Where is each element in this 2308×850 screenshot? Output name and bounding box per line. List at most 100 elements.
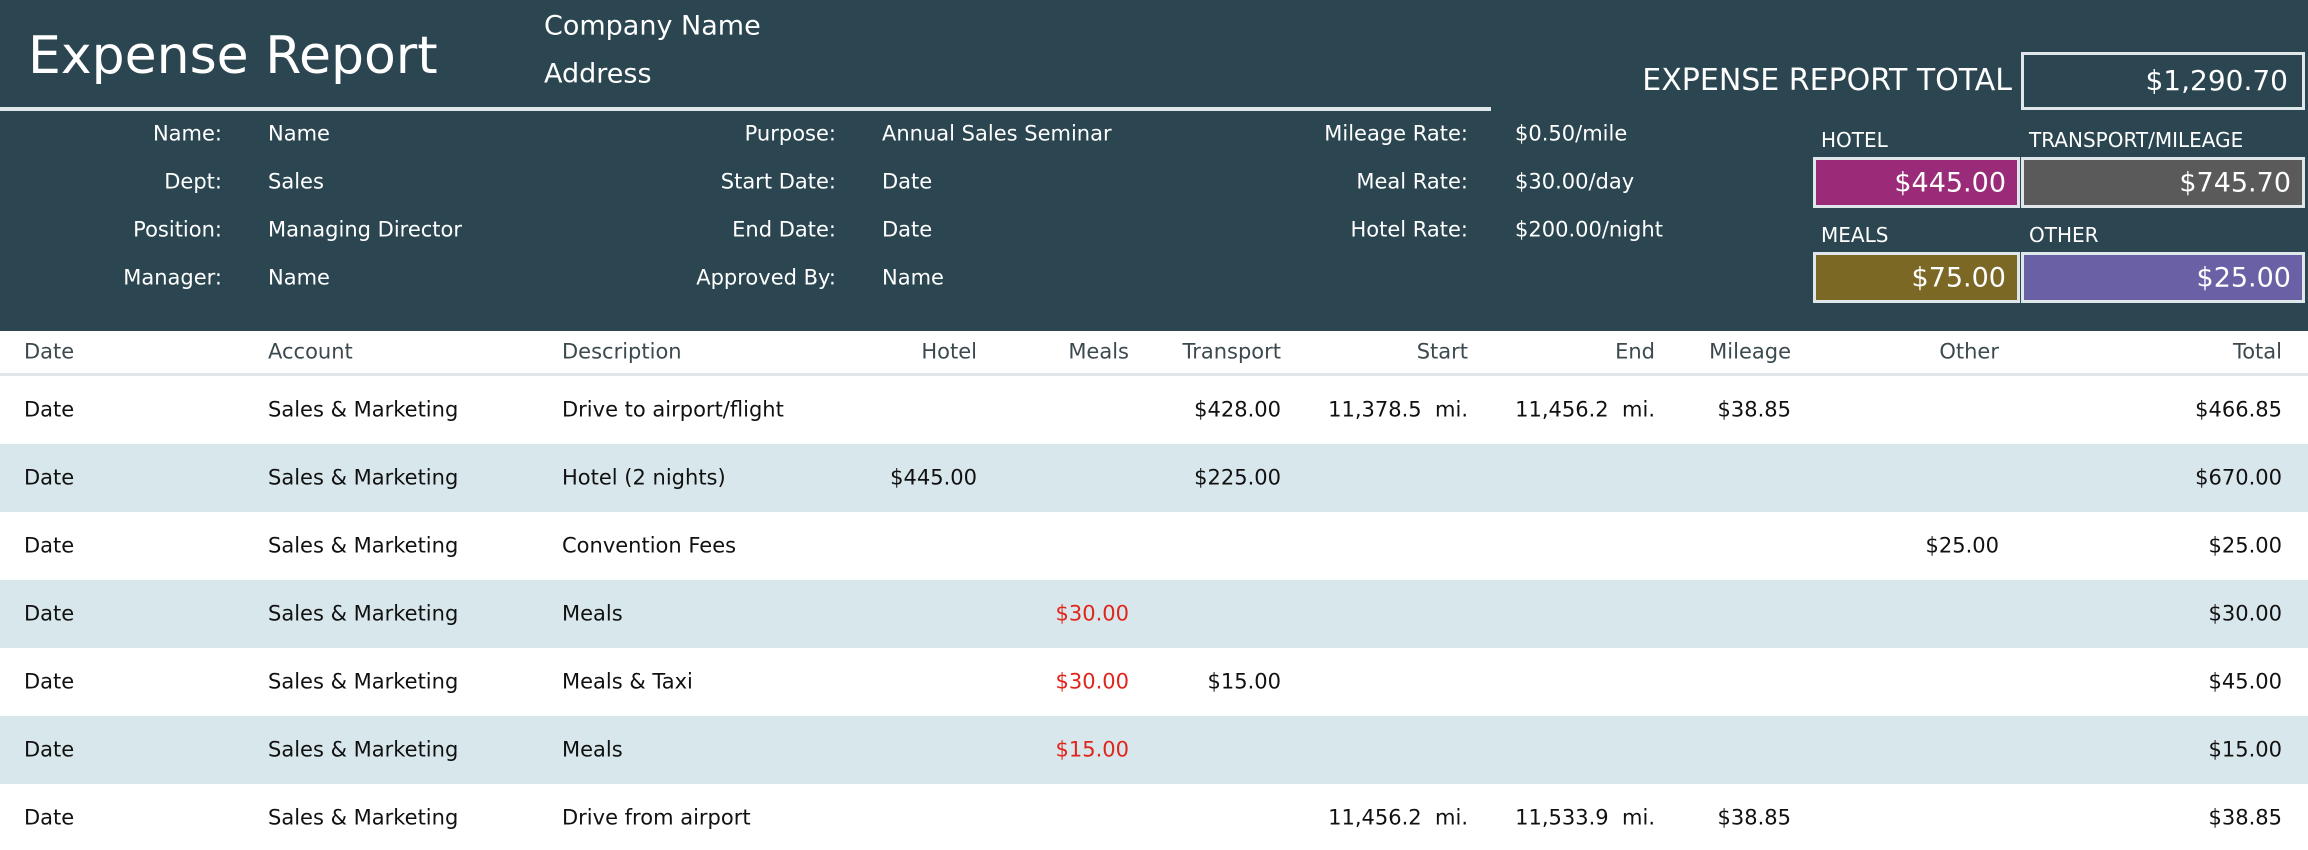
table-cell: Date — [24, 397, 75, 422]
table-cell: 11,456.2 mi. — [1328, 805, 1468, 830]
info-value: Sales — [268, 169, 324, 194]
info-label: Purpose: — [744, 121, 836, 146]
column-header: Date — [24, 339, 75, 364]
table-cell: $25.00 — [2208, 533, 2282, 558]
info-label: Approved By: — [696, 265, 836, 290]
info-value: Annual Sales Seminar — [882, 121, 1112, 146]
table-cell: $30.00 — [1055, 601, 1129, 626]
table-row — [0, 376, 2308, 444]
category-value: $25.00 — [2196, 262, 2291, 294]
column-header: Start — [1416, 339, 1468, 364]
table-cell: $45.00 — [2208, 669, 2282, 694]
table-row — [0, 580, 2308, 648]
table-cell: $30.00 — [2208, 601, 2282, 626]
table-cell: Hotel (2 nights) — [562, 465, 726, 490]
address: Address — [544, 58, 652, 90]
total-box — [2021, 52, 2305, 110]
category-box — [1813, 157, 2020, 208]
table-cell: Meals — [562, 601, 623, 626]
table-cell: Date — [24, 465, 75, 490]
info-label: End Date: — [732, 217, 836, 242]
category-box — [1813, 252, 2020, 303]
category-label: HOTEL — [1821, 128, 1888, 152]
table-row — [0, 716, 2308, 784]
table-cell: $15.00 — [2208, 737, 2282, 762]
info-value: $0.50/mile — [1515, 121, 1628, 146]
info-value: Managing Director — [268, 217, 463, 242]
category-box — [2021, 252, 2305, 303]
category-box — [2021, 157, 2305, 208]
table-cell: Date — [24, 669, 75, 694]
table-cell: Date — [24, 601, 75, 626]
category-label: TRANSPORT/MILEAGE — [2029, 128, 2244, 152]
table-cell: Date — [24, 737, 75, 762]
info-value: $200.00/night — [1515, 217, 1663, 242]
table-cell: Meals & Taxi — [562, 669, 693, 694]
table-row — [0, 512, 2308, 580]
table-cell: $38.85 — [2208, 805, 2282, 830]
table-cell: Sales & Marketing — [268, 805, 459, 830]
info-label: Dept: — [164, 169, 222, 194]
table-cell: $466.85 — [2195, 397, 2282, 422]
title: Expense Report — [28, 26, 438, 86]
table-cell: $30.00 — [1055, 669, 1129, 694]
table-header-rule — [0, 373, 2308, 376]
table-cell: Sales & Marketing — [268, 533, 459, 558]
table-cell: 11,533.9 mi. — [1515, 805, 1655, 830]
column-header: Description — [562, 339, 682, 364]
category-value: $445.00 — [1894, 167, 2006, 199]
info-label: Meal Rate: — [1356, 169, 1468, 194]
table-row — [0, 648, 2308, 716]
column-header: Account — [268, 339, 353, 364]
category-label: MEALS — [1821, 223, 1889, 247]
table-cell: Sales & Marketing — [268, 737, 459, 762]
table-cell: $38.85 — [1717, 805, 1791, 830]
table-cell: $15.00 — [1207, 669, 1281, 694]
info-value: Date — [882, 217, 933, 242]
total-label: EXPENSE REPORT TOTAL — [1642, 63, 2012, 98]
column-header: Hotel — [921, 339, 977, 364]
table-cell: $225.00 — [1194, 465, 1281, 490]
table-cell: Meals — [562, 737, 623, 762]
info-value: Name — [268, 265, 330, 290]
column-header: Other — [1939, 339, 1999, 364]
column-header: End — [1615, 339, 1655, 364]
table-cell: 11,378.5 mi. — [1328, 397, 1468, 422]
company: Company Name — [544, 10, 761, 42]
column-header: Total — [2232, 339, 2282, 364]
table-row — [0, 444, 2308, 512]
table-cell: Sales & Marketing — [268, 669, 459, 694]
header-rule — [0, 107, 1491, 111]
table-cell: $670.00 — [2195, 465, 2282, 490]
table-cell: Sales & Marketing — [268, 397, 459, 422]
table-cell: 11,456.2 mi. — [1515, 397, 1655, 422]
info-label: Mileage Rate: — [1324, 121, 1468, 146]
table-cell: Sales & Marketing — [268, 601, 459, 626]
table-cell: Sales & Marketing — [268, 465, 459, 490]
table-cell: Date — [24, 805, 75, 830]
info-label: Position: — [133, 217, 222, 242]
info-value: Name — [882, 265, 944, 290]
table-cell: Drive from airport — [562, 805, 751, 830]
category-value: $75.00 — [1911, 262, 2006, 294]
total-value: $1,290.70 — [2145, 64, 2288, 97]
info-label: Manager: — [123, 265, 222, 290]
info-value: Name — [268, 121, 330, 146]
info-value: $30.00/day — [1515, 169, 1635, 194]
info-value: Date — [882, 169, 933, 194]
table-cell: $428.00 — [1194, 397, 1281, 422]
table-cell: $15.00 — [1055, 737, 1129, 762]
category-value: $745.70 — [2179, 167, 2291, 199]
column-header: Mileage — [1709, 339, 1791, 364]
table-cell: Convention Fees — [562, 533, 737, 558]
category-label: OTHER — [2029, 223, 2099, 247]
table-row — [0, 784, 2308, 850]
info-label: Start Date: — [720, 169, 836, 194]
table-cell: $38.85 — [1717, 397, 1791, 422]
table-cell: $25.00 — [1925, 533, 1999, 558]
table-cell: Date — [24, 533, 75, 558]
table-cell: Drive to airport/flight — [562, 397, 784, 422]
column-header: Transport — [1182, 339, 1281, 364]
column-header: Meals — [1068, 339, 1129, 364]
